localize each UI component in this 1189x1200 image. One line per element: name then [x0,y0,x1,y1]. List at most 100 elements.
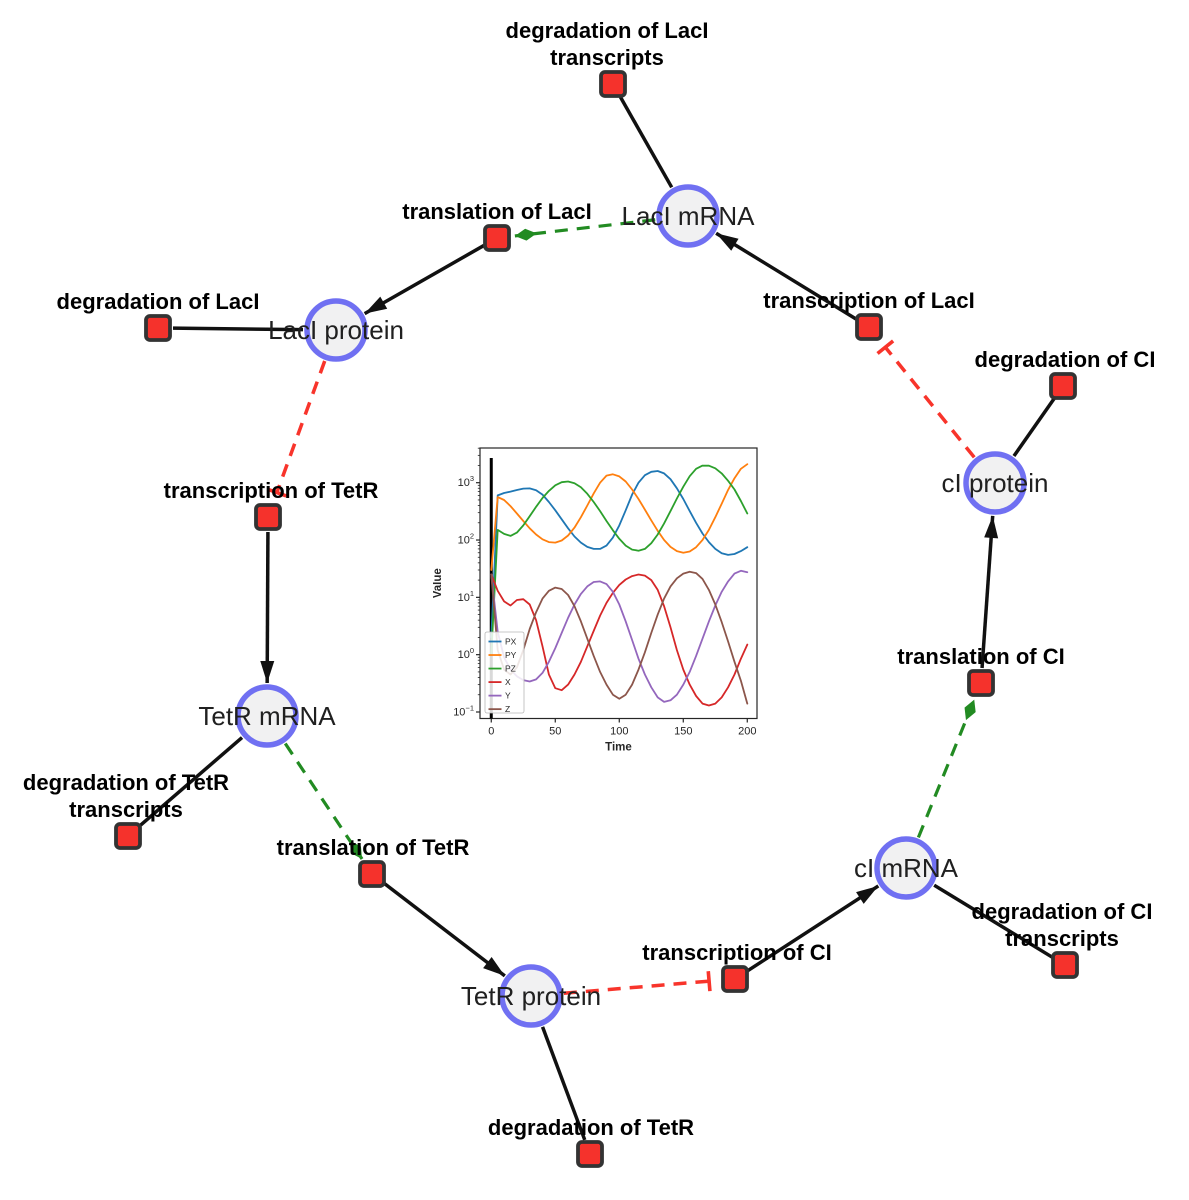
reaction-square-deg-laci-tx[interactable] [599,70,627,98]
legend-label-Z: Z [505,704,510,714]
species-label-ci-mrna: cI mRNA [854,853,959,883]
reaction-label-tl-laci-line1: translation of LacI [402,199,591,224]
edges-layer [138,96,1056,1141]
legend-label-PX: PX [505,637,517,647]
edge-consumption--ci-mrna--deg-ci-tx [933,883,1054,959]
reaction-square-deg-tetr-tx[interactable] [114,822,142,850]
reaction-label-deg-tetr-line1: degradation of TetR [488,1115,694,1140]
reaction-label-deg-ci-tx-line1: degradation of CI [972,899,1153,924]
legend-label-X: X [505,677,511,687]
reaction-square-deg-ci-tx[interactable] [1051,951,1079,979]
edge-production--tr-laci--laci-mrna [715,231,858,321]
series-line-X [490,573,749,707]
legend-label-PY: PY [505,650,517,660]
chart-plot-frame [479,447,758,720]
series-line-Y [490,569,749,703]
x-tick-label: 100 [610,726,628,738]
edge-inhibition--ci-protein--tr-laci [876,339,976,459]
edge-modifier--laci-mrna--tl-laci [514,218,656,241]
y-tick-label: 101 [458,589,474,604]
species-label-laci-mrna: LacI mRNA [622,201,756,231]
edge-inhibition--laci-protein--tr-tetr [266,360,327,498]
reaction-label-deg-tetr-tx-line2: transcripts [69,797,183,822]
species-nodes-layer: LacI mRNA LacI protein TetR mRNA TetR prote… [198,184,1049,1028]
reaction-square-tl-laci[interactable] [483,224,511,252]
reaction-label-tr-ci-line1: transcription of CI [642,940,831,965]
edge-consumption--tetr-mrna--deg-tetr-tx [138,736,244,828]
edge-consumption--ci-protein--deg-ci [1012,397,1056,457]
reaction-node-tr-ci[interactable]: transcription of CI [642,940,832,993]
reaction-square-tr-laci[interactable] [855,313,883,341]
reaction-label-tr-tetr-line1: transcription of TetR [164,478,379,503]
species-node-tetr-mrna[interactable]: TetR mRNA [198,684,336,748]
edge-production--tl-tetr--tetr-protein [382,881,506,978]
y-tick-label: 10−1 [453,703,474,718]
chart-x-axis: 0 50 100 150 200 Time [488,718,756,754]
reaction-node-deg-ci[interactable]: degradation of CI [975,347,1156,400]
species-node-laci-mrna[interactable]: LacI mRNA [622,184,756,248]
reaction-square-tl-tetr[interactable] [358,860,386,888]
edge-modifier--ci-mrna--tl-ci [916,699,976,839]
reaction-square-tr-tetr[interactable] [254,503,282,531]
reaction-label-tr-laci-line1: transcription of LacI [763,288,974,313]
y-tick-label: 103 [458,474,474,489]
reaction-square-deg-tetr[interactable] [576,1140,604,1168]
edge-production--tr-tetr--tetr-mrna [260,531,275,684]
species-node-ci-mrna[interactable]: cI mRNA [854,836,959,900]
species-circle-ci-mrna[interactable] [874,836,938,900]
reaction-node-tl-tetr[interactable]: translation of TetR [277,835,470,888]
legend-label-Y: Y [505,691,511,701]
reaction-label-deg-ci-line1: degradation of CI [975,347,1156,372]
species-label-tetr-protein: TetR protein [461,981,601,1011]
edge-inhibition--tetr-protein--tr-ci [563,971,712,996]
chart-y-axis: 10−1 100 101 102 103 Value [433,447,480,718]
series-line-Z [490,570,749,705]
edge-production--tl-laci--laci-protein [363,243,485,316]
reaction-square-deg-laci[interactable] [144,314,172,342]
x-tick-label: 0 [488,726,494,738]
reaction-label-deg-laci-line1: degradation of LacI [57,289,260,314]
species-node-laci-protein[interactable]: LacI protein [268,298,404,362]
species-circle-tetr-protein[interactable] [499,964,563,1028]
edge-consumption--tetr-protein--deg-tetr [540,1026,587,1141]
reaction-node-deg-laci[interactable]: degradation of LacI [57,289,260,342]
edge-modifier--tetr-mrna--tl-tetr [283,742,364,860]
reaction-square-tl-ci[interactable] [967,669,995,697]
series-line-PZ [490,464,749,656]
species-circle-laci-protein[interactable] [304,298,368,362]
species-label-ci-protein: cI protein [942,468,1049,498]
species-circle-ci-protein[interactable] [963,451,1027,515]
species-circle-laci-mrna[interactable] [656,184,720,248]
reaction-label-deg-laci-tx-line1: degradation of LacI [506,18,709,43]
series-line-PY [490,463,749,571]
legend-box [484,631,525,714]
inset-timecourse-chart: 0 50 100 150 200Time10−1100101102103ValuePXP… [433,447,758,754]
species-node-tetr-protein[interactable]: TetR protein [461,964,601,1028]
x-tick-label: 200 [738,726,756,738]
edge-production--tl-ci--ci-protein [980,515,999,669]
x-tick-label: 50 [549,726,561,738]
reaction-node-deg-tetr[interactable]: degradation of TetR [488,1115,694,1168]
reaction-node-tl-laci[interactable]: translation of LacI [402,199,592,252]
chart-series-layer [490,463,749,707]
reaction-nodes-layer: degradation of LacItranscriptstranslatio… [23,18,1156,1168]
legend-label-PZ: PZ [505,664,516,674]
reaction-node-tr-tetr[interactable]: transcription of TetR [164,478,379,531]
reaction-label-tl-tetr-line1: translation of TetR [277,835,470,860]
x-axis-title: Time [605,742,632,754]
reaction-square-tr-ci[interactable] [721,965,749,993]
species-node-ci-protein[interactable]: cI protein [942,451,1049,515]
reaction-label-deg-ci-tx-line2: transcripts [1005,926,1119,951]
chart-legend: PX PY PZ XYZ [484,631,525,714]
reaction-node-tl-ci[interactable]: translation of CI [897,644,1065,697]
species-label-laci-protein: LacI protein [268,315,404,345]
reaction-label-tl-ci-line1: translation of CI [897,644,1064,669]
reaction-square-deg-ci[interactable] [1049,372,1077,400]
reaction-node-tr-laci[interactable]: transcription of LacI [763,288,975,341]
species-circle-tetr-mrna[interactable] [235,684,299,748]
